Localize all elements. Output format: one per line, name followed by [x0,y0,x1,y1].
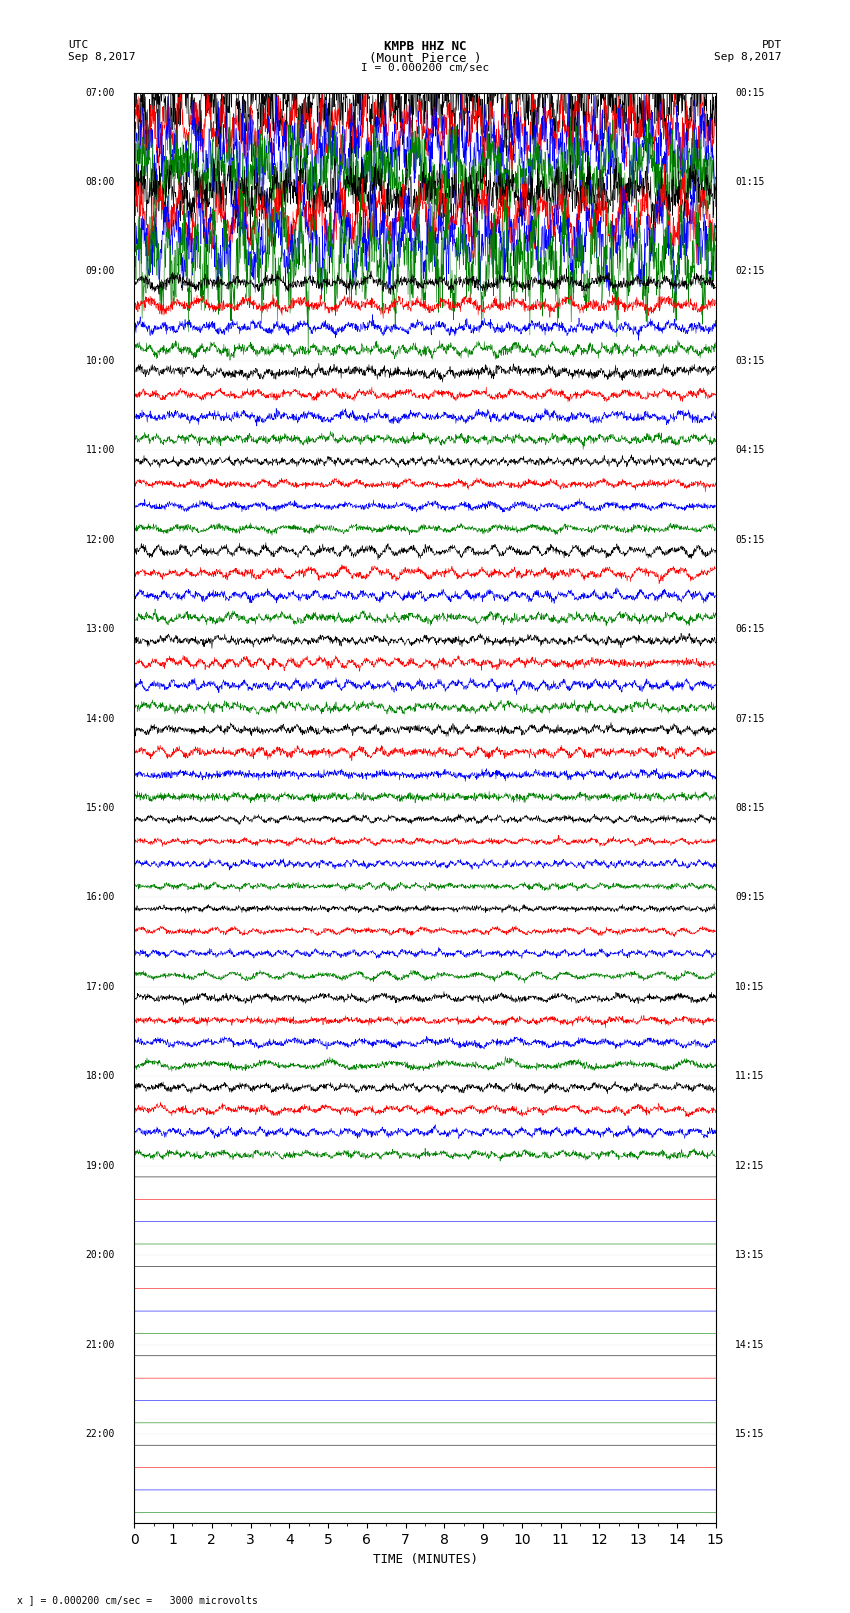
Text: 19:00: 19:00 [86,1161,115,1171]
Text: 11:00: 11:00 [86,445,115,455]
Text: 20:00: 20:00 [86,1250,115,1260]
Text: 03:15: 03:15 [735,356,764,366]
Text: 14:00: 14:00 [86,713,115,724]
Text: 22:00: 22:00 [86,1429,115,1439]
Text: 13:15: 13:15 [735,1250,764,1260]
Text: PDT: PDT [762,40,782,50]
Text: 02:15: 02:15 [735,266,764,276]
X-axis label: TIME (MINUTES): TIME (MINUTES) [372,1553,478,1566]
Text: 01:15: 01:15 [735,177,764,187]
Text: 10:15: 10:15 [735,982,764,992]
Text: 21:00: 21:00 [86,1340,115,1350]
Text: 07:15: 07:15 [735,713,764,724]
Text: 17:00: 17:00 [86,982,115,992]
Text: 12:15: 12:15 [735,1161,764,1171]
Text: 08:15: 08:15 [735,803,764,813]
Text: Sep 8,2017: Sep 8,2017 [68,52,135,61]
Text: 10:00: 10:00 [86,356,115,366]
Text: 08:00: 08:00 [86,177,115,187]
Text: 04:15: 04:15 [735,445,764,455]
Text: 15:00: 15:00 [86,803,115,813]
Text: x ] = 0.000200 cm/sec =   3000 microvolts: x ] = 0.000200 cm/sec = 3000 microvolts [17,1595,258,1605]
Text: Sep 8,2017: Sep 8,2017 [715,52,782,61]
Text: 14:15: 14:15 [735,1340,764,1350]
Text: 13:00: 13:00 [86,624,115,634]
Text: UTC: UTC [68,40,88,50]
Text: 05:15: 05:15 [735,536,764,545]
Text: 18:00: 18:00 [86,1071,115,1081]
Text: 06:15: 06:15 [735,624,764,634]
Text: KMPB HHZ NC: KMPB HHZ NC [383,40,467,53]
Text: 07:00: 07:00 [86,87,115,97]
Text: 00:15: 00:15 [735,87,764,97]
Text: 09:00: 09:00 [86,266,115,276]
Text: (Mount Pierce ): (Mount Pierce ) [369,52,481,65]
Text: 16:00: 16:00 [86,892,115,902]
Text: 15:15: 15:15 [735,1429,764,1439]
Text: 11:15: 11:15 [735,1071,764,1081]
Text: 09:15: 09:15 [735,892,764,902]
Text: I = 0.000200 cm/sec: I = 0.000200 cm/sec [361,63,489,73]
Text: 12:00: 12:00 [86,536,115,545]
